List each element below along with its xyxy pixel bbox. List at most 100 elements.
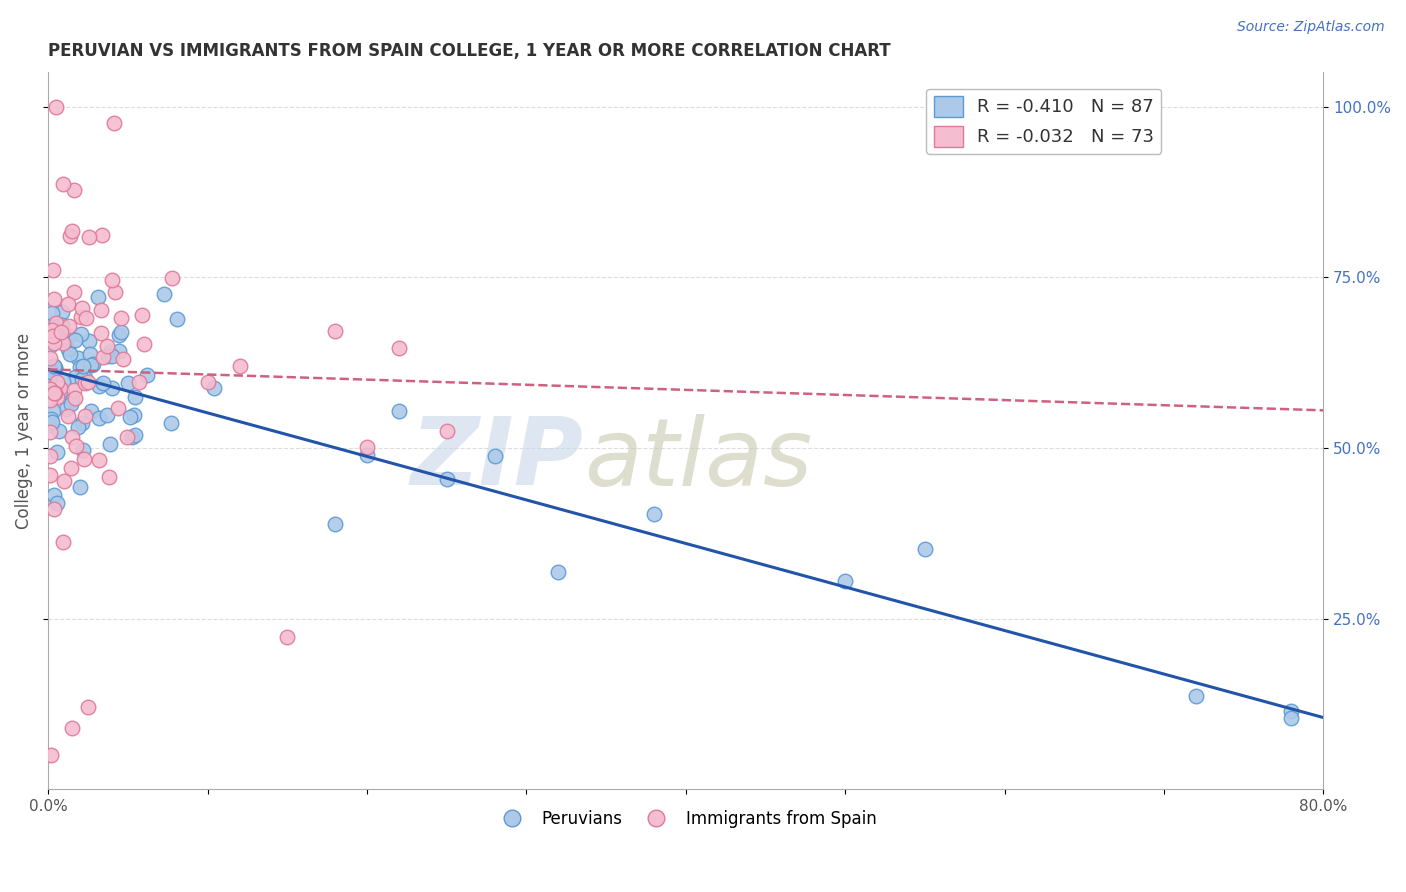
Point bbox=[90, 326, 112, 340]
Point bbox=[388, 403, 411, 417]
Point bbox=[41, 412, 63, 426]
Text: atlas: atlas bbox=[583, 414, 813, 505]
Point bbox=[63, 285, 86, 299]
Point bbox=[66, 420, 89, 434]
Y-axis label: College, 1 year or more: College, 1 year or more bbox=[15, 333, 32, 529]
Point bbox=[115, 430, 138, 444]
Point bbox=[46, 390, 69, 404]
Point bbox=[104, 285, 127, 299]
Point bbox=[41, 415, 63, 429]
Point bbox=[82, 357, 104, 371]
Point bbox=[72, 359, 94, 373]
Point bbox=[63, 370, 86, 384]
Point bbox=[121, 429, 143, 443]
Point bbox=[77, 334, 100, 348]
Point bbox=[547, 565, 569, 579]
Point bbox=[77, 230, 100, 244]
Point bbox=[356, 448, 378, 462]
Point bbox=[41, 373, 63, 387]
Point bbox=[44, 292, 66, 306]
Point bbox=[42, 359, 65, 373]
Point bbox=[77, 700, 100, 714]
Point bbox=[110, 311, 132, 326]
Point bbox=[60, 397, 83, 411]
Point bbox=[58, 409, 80, 423]
Point bbox=[97, 350, 120, 364]
Point bbox=[65, 440, 87, 454]
Point bbox=[51, 178, 73, 192]
Point bbox=[44, 360, 66, 375]
Point bbox=[276, 630, 298, 644]
Point bbox=[59, 460, 82, 475]
Point bbox=[42, 335, 65, 350]
Point bbox=[41, 338, 63, 352]
Point bbox=[45, 316, 67, 330]
Point bbox=[38, 468, 60, 483]
Point bbox=[323, 517, 346, 532]
Point bbox=[79, 346, 101, 360]
Point bbox=[124, 390, 146, 404]
Point bbox=[44, 488, 66, 502]
Point bbox=[56, 329, 79, 343]
Point bbox=[60, 392, 83, 407]
Point bbox=[388, 341, 411, 355]
Point bbox=[80, 404, 103, 418]
Point bbox=[41, 330, 63, 344]
Point bbox=[45, 316, 67, 330]
Point bbox=[59, 228, 82, 243]
Point bbox=[914, 541, 936, 556]
Point bbox=[60, 224, 83, 238]
Point bbox=[41, 360, 63, 375]
Point bbox=[72, 442, 94, 457]
Point bbox=[42, 328, 65, 343]
Point bbox=[1279, 704, 1302, 718]
Point bbox=[51, 318, 73, 333]
Point bbox=[62, 183, 84, 197]
Point bbox=[1279, 710, 1302, 724]
Point bbox=[44, 501, 66, 516]
Point bbox=[97, 470, 120, 484]
Point bbox=[42, 359, 65, 373]
Point bbox=[41, 305, 63, 319]
Point bbox=[41, 748, 63, 763]
Point bbox=[52, 335, 75, 350]
Point bbox=[323, 324, 346, 338]
Point bbox=[436, 472, 458, 486]
Point bbox=[87, 290, 110, 304]
Point bbox=[46, 375, 69, 389]
Point bbox=[46, 445, 69, 459]
Point bbox=[41, 323, 63, 337]
Point bbox=[44, 360, 66, 375]
Point bbox=[834, 574, 856, 588]
Point bbox=[1184, 689, 1206, 703]
Point bbox=[96, 339, 118, 353]
Point bbox=[128, 375, 150, 389]
Legend: Peruvians, Immigrants from Spain: Peruvians, Immigrants from Spain bbox=[488, 804, 883, 835]
Point bbox=[153, 287, 176, 301]
Point bbox=[73, 370, 96, 384]
Text: PERUVIAN VS IMMIGRANTS FROM SPAIN COLLEGE, 1 YEAR OR MORE CORRELATION CHART: PERUVIAN VS IMMIGRANTS FROM SPAIN COLLEG… bbox=[48, 42, 891, 60]
Point bbox=[90, 302, 112, 317]
Point bbox=[38, 449, 60, 463]
Point bbox=[110, 325, 132, 339]
Point bbox=[70, 327, 93, 342]
Point bbox=[38, 351, 60, 365]
Point bbox=[122, 409, 145, 423]
Point bbox=[52, 375, 75, 389]
Point bbox=[436, 424, 458, 438]
Point bbox=[166, 311, 188, 326]
Point bbox=[69, 359, 91, 374]
Point bbox=[38, 382, 60, 396]
Point bbox=[41, 318, 63, 332]
Point bbox=[87, 379, 110, 393]
Point bbox=[356, 440, 378, 454]
Point bbox=[69, 310, 91, 324]
Point bbox=[73, 452, 96, 467]
Point bbox=[107, 344, 129, 359]
Point bbox=[124, 428, 146, 442]
Point bbox=[49, 325, 72, 339]
Point bbox=[75, 310, 97, 325]
Point bbox=[111, 351, 134, 366]
Point bbox=[55, 401, 77, 416]
Point bbox=[51, 305, 73, 319]
